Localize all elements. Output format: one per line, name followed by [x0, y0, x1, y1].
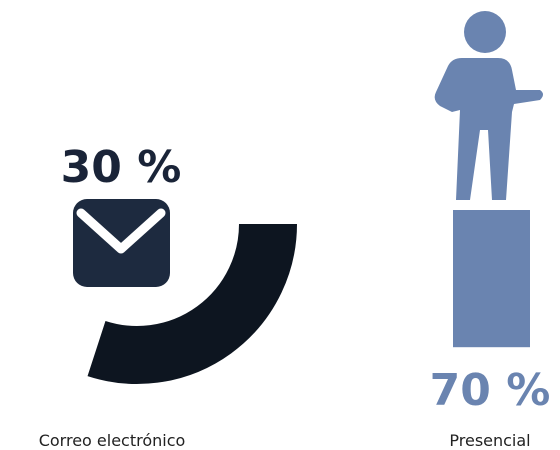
- email-value-arc: [87, 223, 297, 384]
- presencial-category-label: Presencial: [449, 431, 530, 450]
- presencial-bar: [453, 210, 530, 348]
- envelope-icon: [73, 199, 170, 287]
- email-value-label: 30 %: [61, 142, 182, 193]
- presencial-value-label: 70 %: [430, 365, 551, 416]
- person-icon: [434, 11, 543, 200]
- email-category-label: Correo electrónico: [39, 431, 186, 450]
- presencial-series: 70 % Presencial: [430, 11, 551, 450]
- email-series: 30 % Correo electrónico: [39, 142, 297, 450]
